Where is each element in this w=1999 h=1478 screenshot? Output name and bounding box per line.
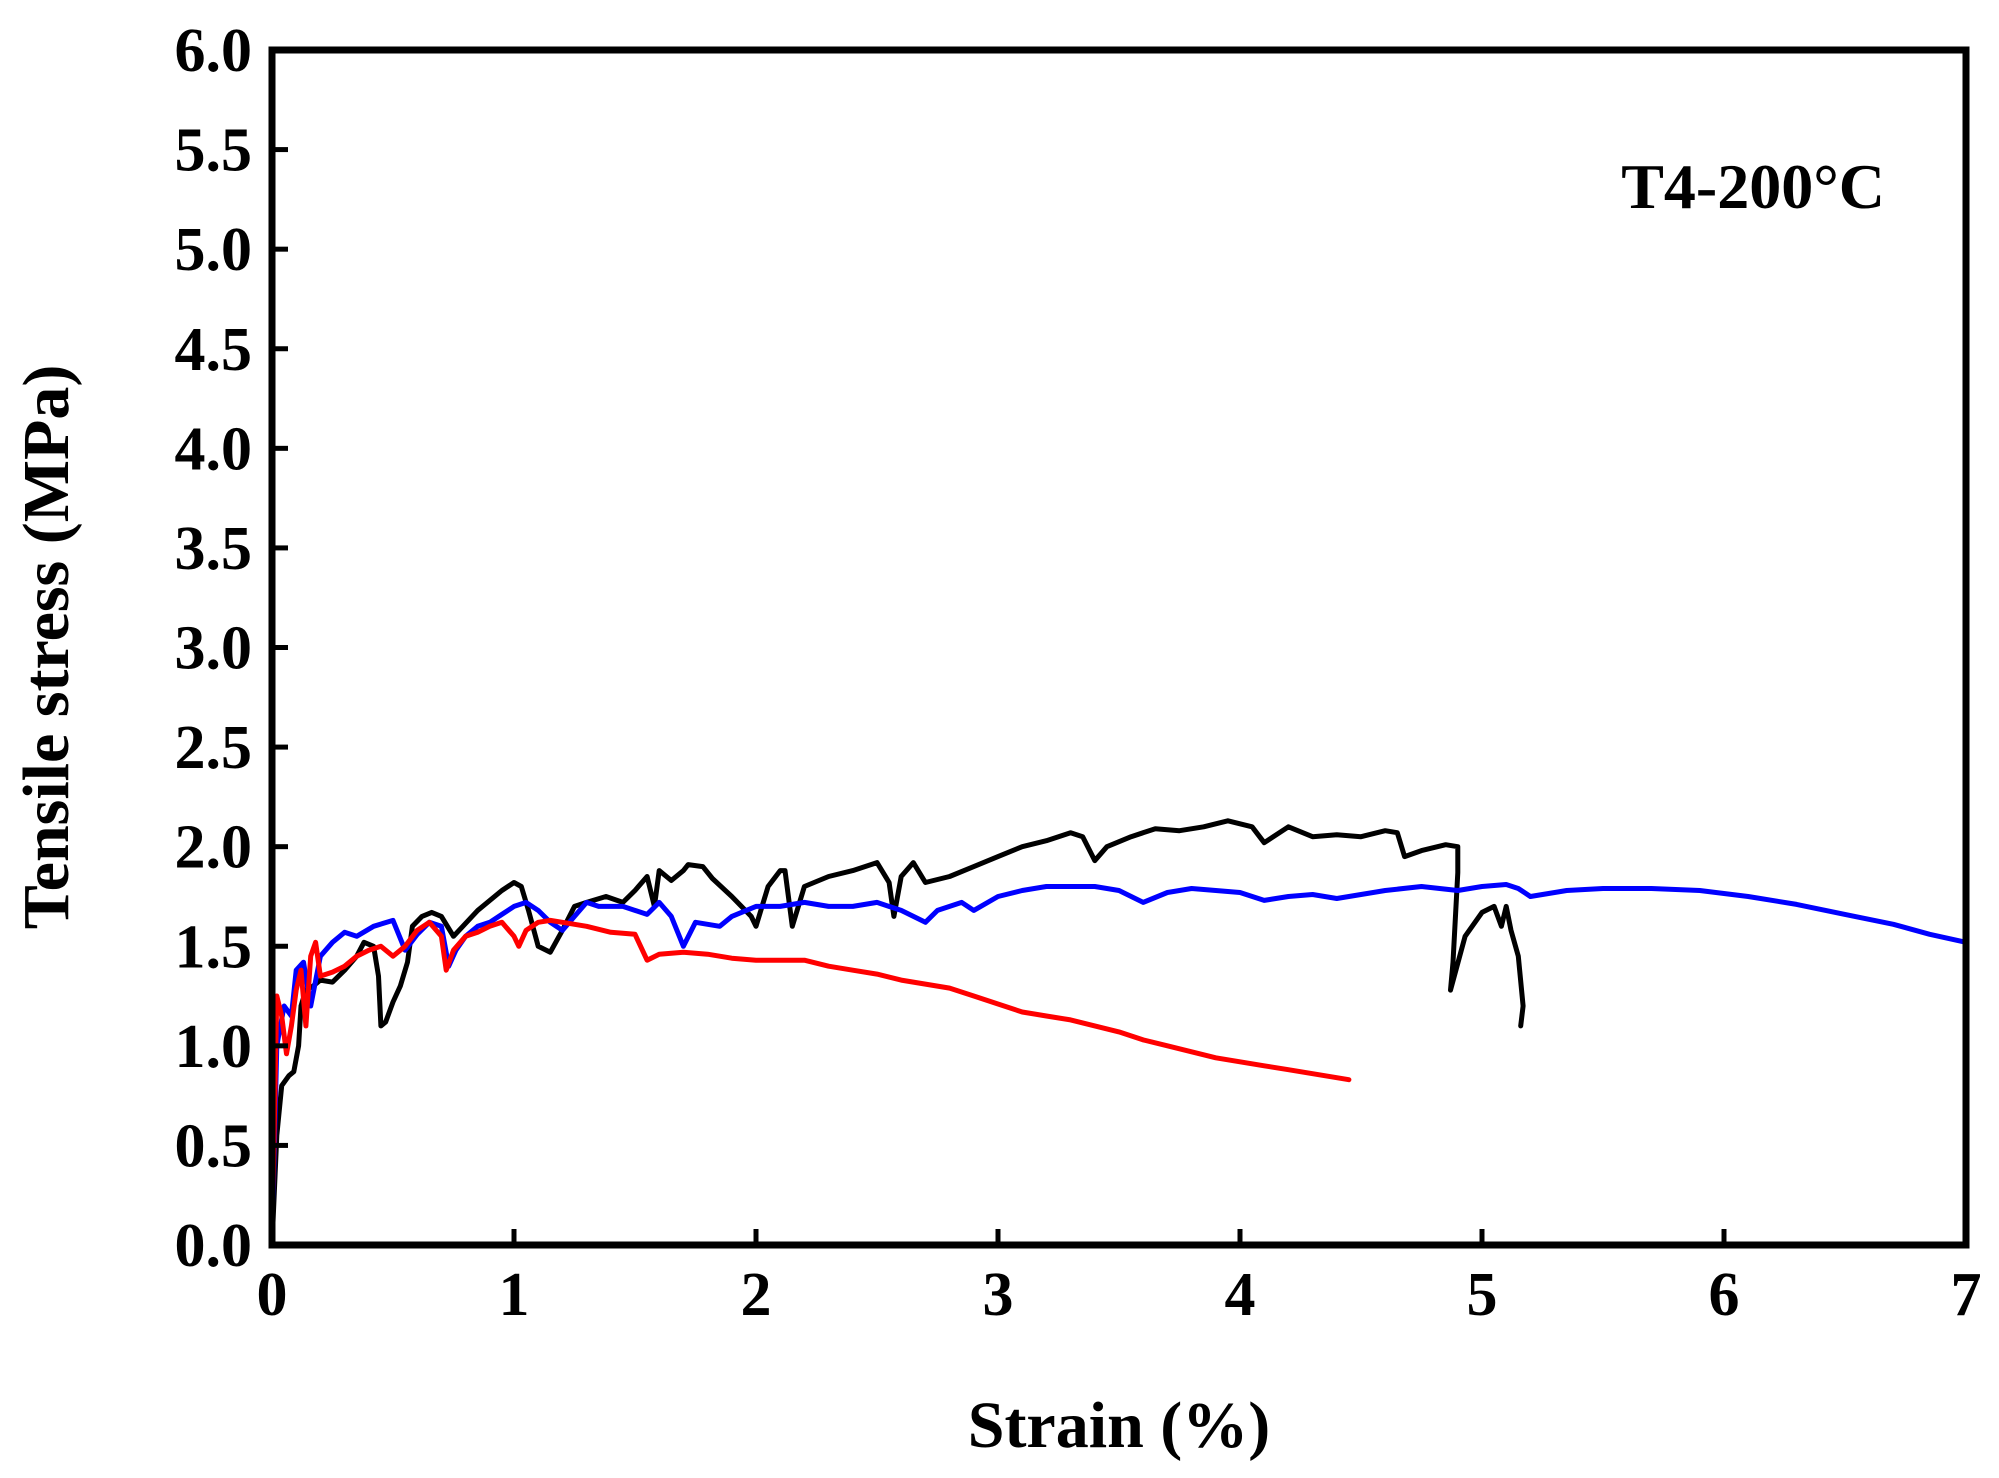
y-tick-label-8: 4.0 <box>175 415 253 483</box>
y-tick-label-11: 5.5 <box>175 117 253 185</box>
y-axis-title: Tensile stress (MPa) <box>10 365 83 930</box>
y-tick-label-12: 6.0 <box>175 17 253 85</box>
x-tick-label-7: 7 <box>1951 1261 1982 1329</box>
y-tick-label-5: 2.5 <box>175 714 253 782</box>
x-axis-title: Strain (%) <box>968 1389 1270 1462</box>
series-line-1 <box>269 818 1526 1248</box>
x-tick-label-5: 5 <box>1467 1261 1498 1329</box>
y-tick-label-9: 4.5 <box>175 316 253 384</box>
plot-area-frame <box>268 46 1970 1249</box>
x-tick-label-2: 2 <box>741 1261 772 1329</box>
axis-ticks <box>269 47 1969 1248</box>
y-tick-label-6: 3.0 <box>175 615 253 683</box>
x-tick-label-4: 4 <box>1225 1261 1256 1329</box>
y-tick-label-3: 1.5 <box>175 913 253 981</box>
y-tick-label-10: 5.0 <box>175 216 253 284</box>
series-layer <box>269 818 1969 1248</box>
chart-annotation: T4-200°C <box>1621 151 1885 222</box>
x-tick-label-3: 3 <box>983 1261 1014 1329</box>
x-tick-label-0: 0 <box>257 1261 288 1329</box>
x-tick-label-1: 1 <box>499 1261 530 1329</box>
y-tick-label-4: 2.0 <box>175 814 253 882</box>
y-tick-label-0: 0.0 <box>175 1212 253 1280</box>
tick-labels: 0 1 2 3 4 5 6 7 0.0 0.5 1.0 1.5 2.0 2.5 3.0 3.5 4.0 4.5 5.… <box>175 17 1982 1329</box>
y-tick-label-2: 1.0 <box>175 1013 253 1081</box>
series-line-2 <box>269 882 1969 1248</box>
x-tick-label-6: 6 <box>1709 1261 1740 1329</box>
y-tick-label-1: 0.5 <box>175 1112 253 1180</box>
y-tick-label-7: 3.5 <box>175 515 253 583</box>
series-line-3 <box>269 917 1352 1248</box>
